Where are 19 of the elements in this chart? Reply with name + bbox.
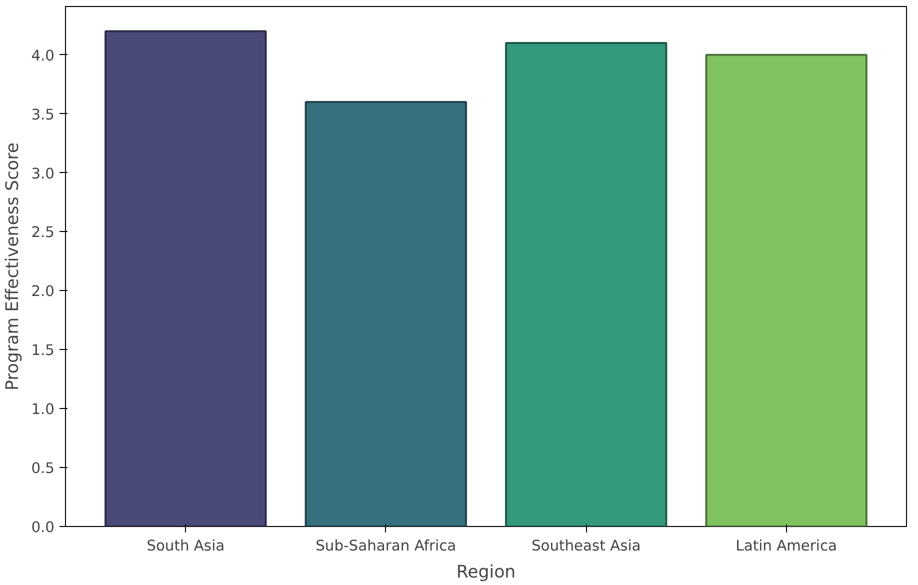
y-tick-label: 2.0 bbox=[31, 283, 55, 300]
x-tick-label: Southeast Asia bbox=[531, 538, 641, 554]
y-tick-label: 1.5 bbox=[31, 342, 55, 360]
y-axis-title: Program Effectiveness Score bbox=[3, 142, 24, 390]
bar bbox=[304, 101, 467, 526]
y-tick-label: 2.5 bbox=[31, 224, 55, 242]
x-tick-label: South Asia bbox=[146, 538, 225, 554]
y-tick-label: 0.5 bbox=[31, 460, 55, 478]
y-tick-label: 0.0 bbox=[31, 519, 55, 536]
bar bbox=[505, 42, 668, 526]
x-tick-label: Sub-Saharan Africa bbox=[316, 538, 456, 554]
x-axis-title: Region bbox=[456, 562, 516, 582]
x-tick-label: Latin America bbox=[736, 538, 838, 554]
y-tick-label: 3.5 bbox=[31, 106, 55, 124]
bar bbox=[705, 54, 868, 526]
y-tick-label: 3.0 bbox=[31, 165, 55, 182]
y-tick-label: 4.0 bbox=[31, 47, 55, 64]
bar bbox=[104, 30, 267, 526]
y-tick-label: 1.0 bbox=[31, 401, 55, 418]
